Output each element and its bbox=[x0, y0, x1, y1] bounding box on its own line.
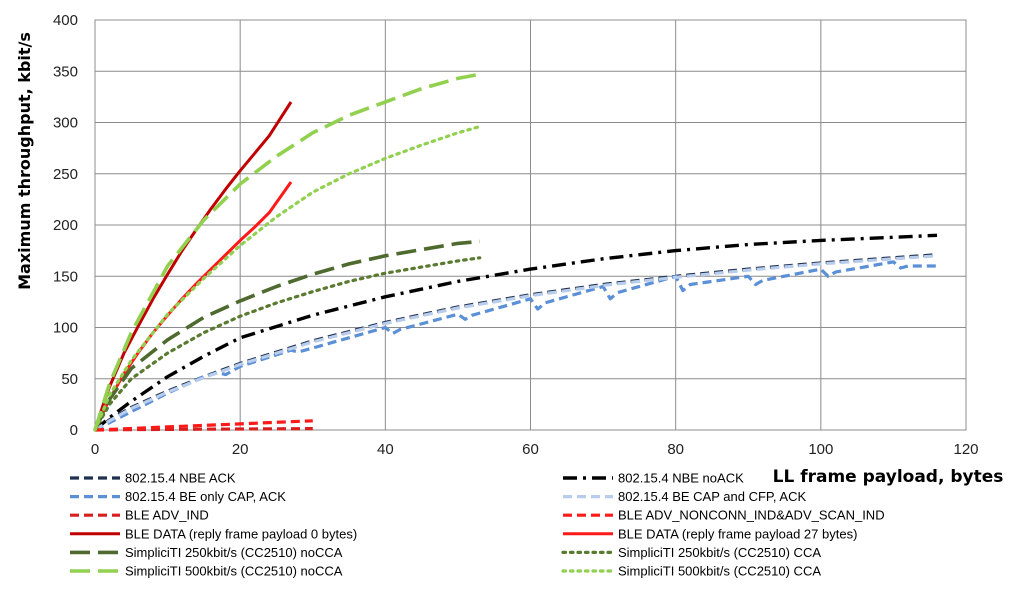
x-tick-label: 0 bbox=[91, 441, 99, 458]
x-tick-label: 120 bbox=[953, 441, 978, 458]
grid bbox=[94, 19, 967, 431]
legend-label-10: SimpliciTI 500kbit/s (CC2510) noCCA bbox=[125, 564, 343, 579]
x-tick-label: 20 bbox=[232, 441, 249, 458]
y-tick-label: 400 bbox=[53, 12, 78, 29]
series-line-8 bbox=[93, 239, 480, 431]
series-line-9 bbox=[93, 256, 482, 432]
y-tick-label: 0 bbox=[70, 422, 78, 439]
y-tick-label: 250 bbox=[53, 166, 78, 183]
legend-label-5: BLE ADV_NONCONN_IND&ADV_SCAN_IND bbox=[618, 508, 885, 523]
legend-label-4: BLE ADV_IND bbox=[125, 508, 209, 523]
y-tick-label: 350 bbox=[53, 63, 78, 80]
series-line-2 bbox=[94, 260, 937, 432]
series-line-11 bbox=[93, 124, 482, 432]
x-tick-label: 60 bbox=[522, 441, 539, 458]
x-axis-label: LL frame payload, bytes bbox=[773, 467, 1004, 487]
x-tick-label: 40 bbox=[377, 441, 394, 458]
legend: 802.15.4 NBE ACK 802.15.4 NBE noACK 802.15… bbox=[70, 471, 885, 579]
plot-area-border bbox=[94, 19, 967, 431]
series-line-5 bbox=[94, 419, 313, 432]
legend-label-0: 802.15.4 NBE ACK bbox=[125, 471, 236, 486]
legend-label-2: 802.15.4 BE only CAP, ACK bbox=[125, 489, 286, 504]
y-tick-label: 150 bbox=[53, 268, 78, 285]
series-group bbox=[93, 72, 938, 432]
y-tick-label: 300 bbox=[53, 115, 78, 132]
legend-label-3: 802.15.4 BE CAP and CFP, ACK bbox=[618, 489, 806, 504]
legend-label-6: BLE DATA (reply frame payload 0 bytes) bbox=[125, 526, 357, 541]
series-line-1 bbox=[93, 233, 938, 432]
y-tick-label: 100 bbox=[53, 320, 78, 337]
legend-label-7: BLE DATA (reply frame payload 27 bytes) bbox=[618, 526, 857, 541]
legend-label-1: 802.15.4 NBE noACK bbox=[618, 471, 744, 486]
y-tick-label: 50 bbox=[61, 371, 78, 388]
y-axis-label: Maximum throughput, kbit/s bbox=[15, 32, 34, 290]
legend-label-9: SimpliciTI 250kbit/s (CC2510) CCA bbox=[618, 545, 821, 560]
x-tick-label: 80 bbox=[667, 441, 684, 458]
y-tick-label: 200 bbox=[53, 217, 78, 234]
tick-labels: 0 50 100 150 200 250 300 350 400 0 20 40 60 80 100 120 bbox=[53, 12, 979, 458]
x-tick-label: 100 bbox=[808, 441, 833, 458]
series-line-3 bbox=[94, 254, 938, 432]
legend-label-8: SimpliciTI 250kbit/s (CC2510) noCCA bbox=[125, 545, 343, 560]
legend-label-11: SimpliciTI 500kbit/s (CC2510) CCA bbox=[618, 564, 821, 579]
